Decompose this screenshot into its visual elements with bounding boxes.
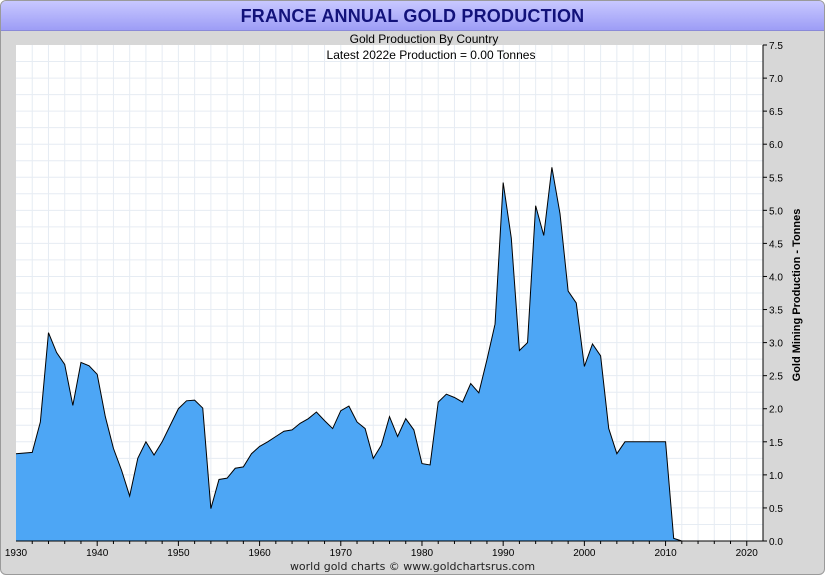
chart-subtitle: Gold Production By Country: [350, 32, 499, 46]
y-tick-label: 4.0: [769, 272, 783, 283]
y-axis-label: Gold Mining Production - Tonnes: [791, 209, 803, 382]
y-tick-label: 2.0: [769, 405, 783, 416]
y-tick-label: 4.5: [769, 239, 783, 250]
x-tick-label: 1940: [86, 548, 109, 559]
x-tick-label: 1930: [5, 548, 28, 559]
y-tick-label: 5.5: [769, 173, 783, 184]
latest-production-annotation: Latest 2022e Production = 0.00 Tonnes: [327, 48, 536, 62]
x-tick-label: 1980: [411, 548, 434, 559]
y-tick-label: 1.0: [769, 471, 783, 482]
y-tick-label: 3.0: [769, 339, 783, 350]
production-area: [16, 167, 763, 541]
chart-title: FRANCE ANNUAL GOLD PRODUCTION: [240, 6, 585, 26]
y-tick-label: 0.0: [769, 537, 783, 548]
x-tick-label: 1960: [248, 548, 271, 559]
x-tick-label: 1950: [167, 548, 190, 559]
y-tick-label: 7.0: [769, 74, 783, 85]
title-bar: FRANCE ANNUAL GOLD PRODUCTION: [1, 1, 824, 31]
x-tick-label: 2020: [736, 548, 759, 559]
y-tick-label: 7.5: [769, 41, 783, 52]
x-tick-label: 1970: [330, 548, 353, 559]
y-tick-label: 5.0: [769, 206, 783, 217]
y-tick-label: 1.5: [769, 438, 783, 449]
y-tick-label: 6.0: [769, 140, 783, 151]
y-tick-label: 2.5: [769, 372, 783, 383]
y-tick-label: 0.5: [769, 504, 783, 515]
x-tick-label: 1990: [492, 548, 515, 559]
footer-credit: world gold charts © www.goldchartsrus.co…: [289, 560, 536, 573]
x-tick-label: 2000: [573, 548, 596, 559]
y-tick-label: 6.5: [769, 107, 783, 118]
x-tick-label: 2010: [654, 548, 677, 559]
production-line: [15, 167, 763, 542]
y-tick-label: 3.5: [769, 306, 783, 317]
